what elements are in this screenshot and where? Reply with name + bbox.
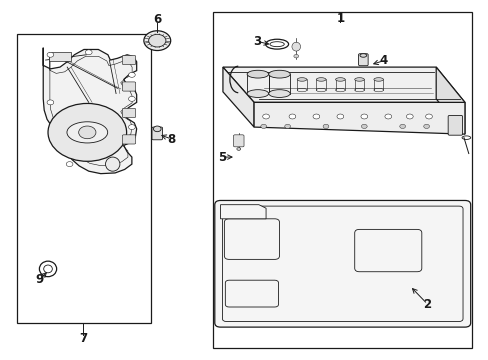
Circle shape xyxy=(336,114,343,119)
FancyBboxPatch shape xyxy=(225,280,278,307)
Ellipse shape xyxy=(316,78,325,81)
Circle shape xyxy=(423,124,428,129)
Circle shape xyxy=(384,114,391,119)
FancyBboxPatch shape xyxy=(122,55,136,65)
FancyBboxPatch shape xyxy=(122,135,136,144)
Ellipse shape xyxy=(268,70,290,78)
Ellipse shape xyxy=(359,54,366,57)
Polygon shape xyxy=(254,102,464,134)
Ellipse shape xyxy=(291,42,300,51)
FancyBboxPatch shape xyxy=(222,206,462,321)
Bar xyxy=(213,12,471,348)
Ellipse shape xyxy=(335,78,345,81)
Circle shape xyxy=(148,34,165,47)
Text: 1: 1 xyxy=(336,12,344,25)
FancyBboxPatch shape xyxy=(152,127,162,140)
Circle shape xyxy=(262,114,269,119)
Circle shape xyxy=(284,124,290,129)
Circle shape xyxy=(128,96,135,101)
Text: 3: 3 xyxy=(252,35,261,48)
Ellipse shape xyxy=(67,122,107,143)
Ellipse shape xyxy=(105,157,120,171)
Circle shape xyxy=(143,31,170,50)
Circle shape xyxy=(48,103,126,161)
FancyBboxPatch shape xyxy=(233,135,244,147)
Circle shape xyxy=(360,114,367,119)
Text: 2: 2 xyxy=(423,298,431,311)
Circle shape xyxy=(66,162,73,167)
FancyBboxPatch shape xyxy=(354,229,421,272)
Circle shape xyxy=(236,148,240,150)
Circle shape xyxy=(153,126,161,132)
Circle shape xyxy=(399,124,405,129)
Circle shape xyxy=(361,124,366,129)
Circle shape xyxy=(312,114,319,119)
FancyBboxPatch shape xyxy=(358,54,367,66)
Ellipse shape xyxy=(297,78,306,81)
Circle shape xyxy=(47,100,54,105)
Circle shape xyxy=(406,114,412,119)
Polygon shape xyxy=(220,205,265,219)
Polygon shape xyxy=(223,67,254,127)
Text: 4: 4 xyxy=(379,54,387,67)
Circle shape xyxy=(79,126,96,139)
Polygon shape xyxy=(223,67,464,102)
Ellipse shape xyxy=(373,78,383,81)
FancyBboxPatch shape xyxy=(122,82,136,91)
FancyBboxPatch shape xyxy=(214,201,470,327)
Ellipse shape xyxy=(246,90,268,98)
Text: 7: 7 xyxy=(79,332,87,345)
Text: 5: 5 xyxy=(218,150,225,163)
Circle shape xyxy=(425,114,431,119)
Text: 6: 6 xyxy=(153,13,161,26)
Ellipse shape xyxy=(246,70,268,78)
Circle shape xyxy=(128,125,135,130)
Ellipse shape xyxy=(268,90,290,98)
Text: 8: 8 xyxy=(167,132,175,145)
Ellipse shape xyxy=(354,78,364,81)
Bar xyxy=(17,33,151,323)
Text: 9: 9 xyxy=(36,273,44,286)
Circle shape xyxy=(323,124,328,129)
FancyBboxPatch shape xyxy=(49,52,70,61)
Circle shape xyxy=(85,50,92,55)
Polygon shape xyxy=(43,48,137,174)
Circle shape xyxy=(288,114,295,119)
Circle shape xyxy=(293,54,298,58)
Circle shape xyxy=(260,124,266,129)
Circle shape xyxy=(47,52,54,57)
Polygon shape xyxy=(435,67,464,134)
FancyBboxPatch shape xyxy=(447,116,462,135)
FancyBboxPatch shape xyxy=(122,108,136,118)
FancyBboxPatch shape xyxy=(224,219,279,259)
Circle shape xyxy=(128,72,135,77)
